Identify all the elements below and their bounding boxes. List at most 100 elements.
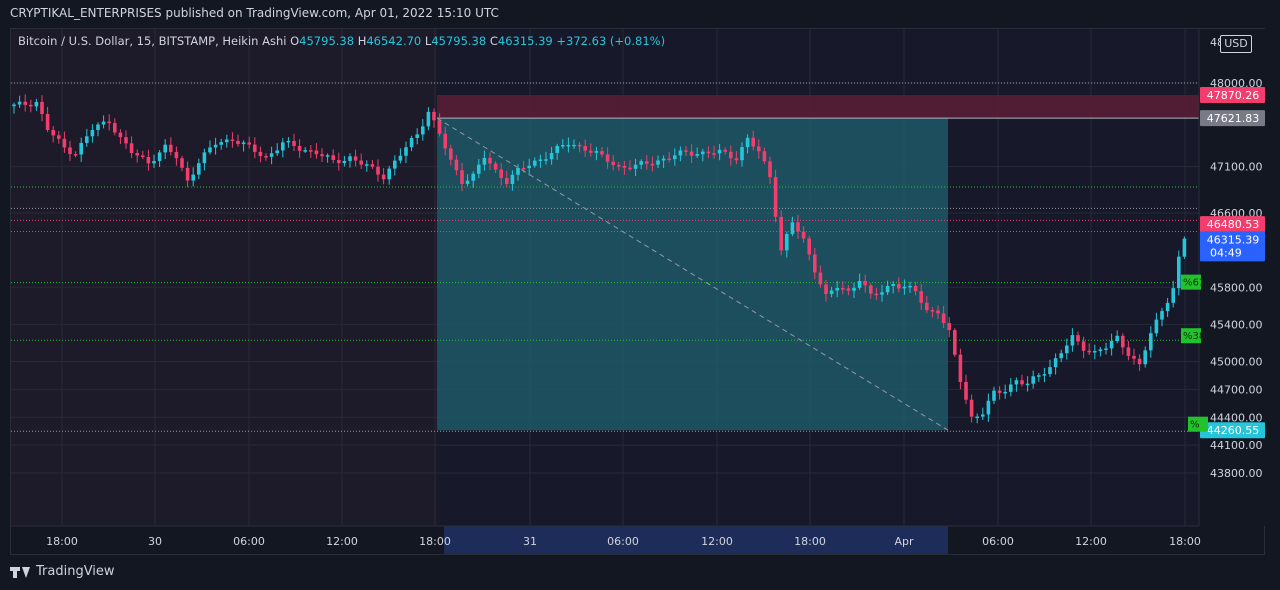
currency-button[interactable]: USD: [1220, 35, 1252, 53]
candle-body: [331, 155, 335, 160]
candle-body: [191, 174, 195, 181]
candle-body: [113, 123, 117, 133]
candle-body: [986, 400, 991, 415]
candle-body: [241, 142, 246, 145]
candle-body: [1132, 355, 1136, 359]
fib-level-tag[interactable]: [1181, 328, 1201, 344]
horizontal-levels: [11, 82, 1199, 432]
resistance-zone[interactable]: [437, 95, 1199, 119]
candle-body: [124, 137, 128, 144]
candle-body: [432, 111, 436, 121]
candle-body: [516, 168, 520, 175]
candle-body: [594, 151, 599, 153]
candle-body: [12, 104, 16, 107]
candle-body: [129, 143, 134, 154]
symbol-title[interactable]: Bitcoin / U.S. Dollar, 15, BITSTAMP, Hei…: [18, 34, 287, 48]
candle-body: [1098, 349, 1103, 352]
open-value: 45795.38: [299, 34, 355, 48]
candle-body: [471, 173, 475, 181]
candle-body: [1115, 335, 1119, 342]
candle-body: [1065, 345, 1069, 354]
candle-body: [897, 283, 901, 289]
candle-body: [829, 290, 834, 295]
candle-body: [359, 160, 363, 165]
time-tick-label: 06:00: [982, 535, 1014, 548]
fib-level-tag[interactable]: [1181, 274, 1201, 290]
candle-body: [141, 155, 145, 158]
candle-body: [577, 144, 582, 147]
candle-body: [510, 174, 515, 184]
candle-body: [376, 166, 380, 175]
candle-body: [1053, 358, 1058, 368]
candle-body: [628, 167, 632, 170]
candle-body: [213, 144, 218, 148]
candle-body: [729, 151, 733, 159]
candle-body: [1081, 341, 1086, 351]
candle-body: [572, 144, 576, 147]
candle-body: [1104, 348, 1108, 350]
candle-body: [801, 231, 806, 239]
candle-body: [107, 121, 111, 124]
candle-body: [73, 154, 78, 156]
candle-body: [337, 159, 341, 164]
candle-body: [684, 150, 688, 152]
high-value: 46542.70: [366, 34, 422, 48]
candle-body: [146, 157, 151, 164]
candle-body: [891, 283, 895, 286]
candle-body: [174, 152, 179, 159]
candle-body: [717, 149, 722, 154]
candle-body: [169, 144, 173, 153]
price-label-text: 47621.83: [1207, 112, 1260, 125]
fib-level-tag[interactable]: [1188, 416, 1208, 432]
candle-body: [869, 285, 873, 294]
candle-body: [1093, 351, 1097, 353]
candle-body: [1059, 353, 1063, 359]
candle-body: [45, 113, 50, 130]
candle-body: [505, 178, 509, 184]
candle-body: [600, 151, 604, 155]
price-tick-label: 47100.00: [1210, 161, 1263, 174]
candle-body: [163, 144, 167, 153]
candle-body: [902, 286, 907, 289]
time-tick-label: 31: [523, 535, 537, 548]
candle-body: [62, 138, 67, 148]
candle-body: [1126, 347, 1131, 356]
candle-body: [90, 130, 95, 137]
price-label-box: [1200, 216, 1265, 233]
time-tick-label: 18:00: [46, 535, 78, 548]
price-label-text: 44260.55: [1207, 424, 1260, 437]
candle-body: [421, 126, 425, 135]
candle-body: [969, 399, 974, 417]
candle-body: [689, 151, 694, 156]
candle-body: [1109, 341, 1114, 349]
candle-body: [51, 129, 55, 136]
candle-body: [656, 160, 660, 165]
candle-body: [393, 160, 397, 169]
candle-body: [645, 161, 649, 164]
candle-body: [874, 293, 879, 296]
price-label-box: [1200, 87, 1265, 104]
candle-body: [1154, 319, 1159, 334]
candle-body: [460, 170, 464, 184]
price-label-text: 47870.26: [1207, 89, 1260, 102]
candle-body: [824, 284, 828, 295]
candle-body: [309, 150, 313, 152]
dashed-trend-line[interactable]: [436, 117, 949, 431]
candle-body: [409, 137, 414, 148]
candle-body: [443, 133, 447, 149]
candle-body: [857, 280, 862, 288]
candle-body: [236, 140, 240, 145]
candle-body: [813, 254, 817, 273]
candle-body: [493, 163, 498, 170]
close-value: 46315.39: [497, 34, 553, 48]
candle-body: [617, 164, 621, 167]
candle-body: [1020, 380, 1024, 385]
price-tick-label: 45400.00: [1210, 318, 1263, 331]
candle-body: [1042, 374, 1047, 376]
candle-body: [426, 111, 431, 127]
candle-body: [1182, 238, 1187, 257]
candle-body: [465, 180, 470, 184]
candle-body: [23, 101, 27, 105]
